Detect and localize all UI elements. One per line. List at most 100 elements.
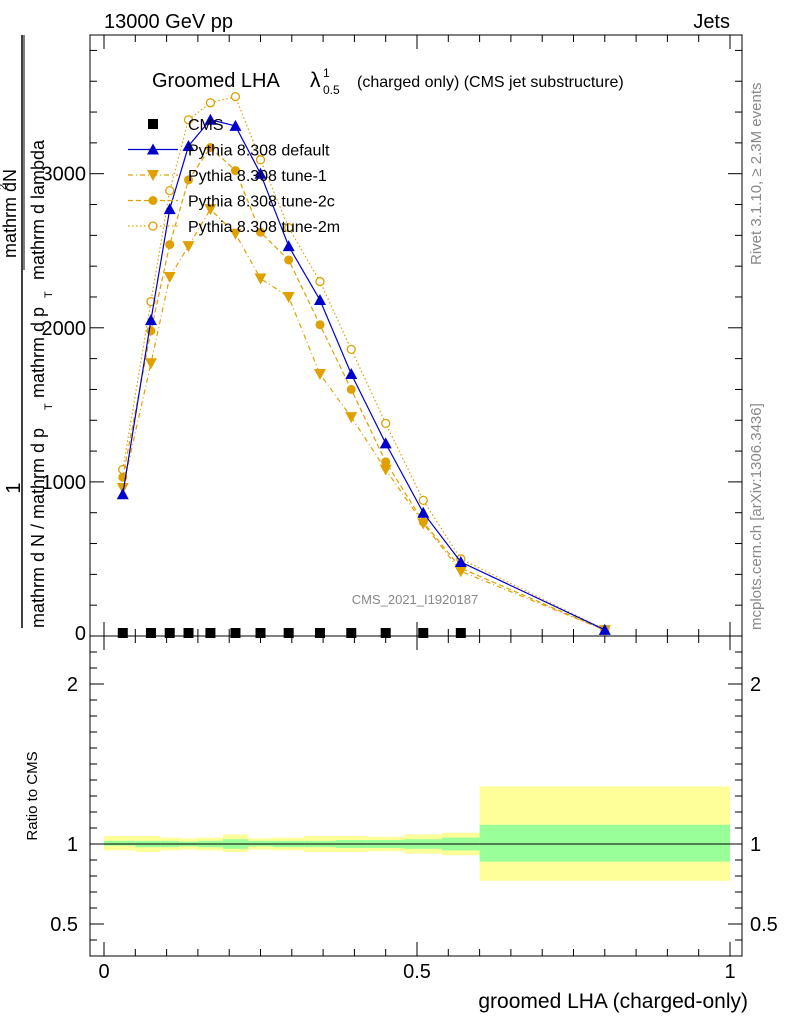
data-point (283, 628, 294, 638)
data-point (146, 296, 156, 307)
data-point (164, 628, 175, 638)
legend-item: Pythia 8.308 tune-2c (128, 194, 335, 211)
legend-item: Pythia 8.308 tune-1 (128, 168, 327, 185)
data-point (144, 314, 157, 326)
ratio-y-tick-label: 0.5 (50, 914, 78, 936)
data-point (116, 488, 129, 500)
ylabel-one: 1 (3, 482, 25, 493)
ratio-y-tick-label-right: 2 (750, 674, 761, 696)
data-point (381, 418, 391, 428)
legend-marker (148, 221, 158, 231)
data-point (314, 628, 325, 638)
mcplots-label: mcplots.cern.ch [arXiv:1306.3436] (748, 403, 765, 630)
data-point (144, 358, 157, 370)
data-point (454, 566, 467, 578)
legend-marker (148, 196, 158, 205)
plot-title: Groomed LHA λ 1 0.5 (charged only) (CMS … (152, 66, 624, 97)
ylabel-den-sub: T (43, 403, 55, 410)
legend-item: Pythia 8.308 tune-2m (128, 219, 340, 236)
series-line (122, 208, 606, 631)
series-pythia-8-308-tune-2c (118, 142, 610, 635)
legend-marker (147, 170, 159, 181)
data-point (282, 291, 295, 303)
data-point (256, 227, 265, 237)
data-point (204, 204, 217, 216)
data-point (418, 628, 429, 638)
title-sub: 0.5 (323, 83, 340, 97)
y-tick-label: 3000 (42, 164, 87, 186)
legend-label: Pythia 8.308 default (188, 143, 330, 160)
ylabel-num-sup: 2 (0, 184, 9, 190)
y-tick-label-zero: 0 (75, 623, 86, 645)
data-point (205, 628, 216, 638)
ratio-bands (104, 786, 730, 881)
title-main: Groomed LHA (152, 70, 280, 92)
data-point (255, 155, 266, 165)
data-point (313, 294, 326, 306)
data-point (417, 518, 430, 530)
data-point (165, 240, 175, 250)
data-point (379, 464, 392, 476)
data-point (204, 113, 217, 125)
data-point (145, 628, 156, 638)
x-tick-label: 1 (724, 961, 735, 983)
legend-marker (147, 143, 159, 155)
data-point (282, 240, 295, 252)
ylabel-lower-rest: mathrm d lambda (28, 139, 48, 280)
legend-label: Pythia 8.308 tune-1 (188, 168, 327, 185)
legend-label: Pythia 8.308 tune-2m (188, 219, 340, 236)
data-point (284, 222, 294, 233)
legend-label: Pythia 8.308 tune-2c (188, 194, 335, 211)
x-tick-label: 0.5 (403, 961, 431, 983)
data-point (345, 412, 358, 424)
data-point (379, 437, 392, 449)
title-sup: 1 (323, 66, 330, 80)
data-point (183, 628, 194, 638)
data-point (418, 495, 428, 506)
ylabel-num: mathrm d (0, 182, 20, 258)
data-point (184, 175, 194, 185)
data-point (183, 115, 194, 125)
header-right: Jets (693, 11, 730, 33)
data-point (230, 91, 241, 102)
data-point (315, 276, 325, 287)
rivet-label: Rivet 3.1.10, ≥ 2.3M events (748, 83, 765, 266)
data-point (205, 98, 216, 108)
data-point (182, 241, 195, 253)
data-point (230, 628, 241, 638)
data-point (346, 628, 357, 638)
series-pythia-8-308-default (116, 113, 611, 635)
main-axis-ticks: 1000 2000 3000 0 0 0.5 1 (42, 35, 742, 983)
legend-marker (148, 119, 158, 129)
series-pythia-8-308-tune-1 (116, 204, 611, 637)
title-suffix: (charged only) (CMS jet substructure) (357, 74, 624, 91)
data-point (346, 384, 356, 394)
x-tick-label: 0 (98, 961, 109, 983)
series-line (122, 146, 606, 631)
ylabel-lower-sub: T (43, 291, 55, 298)
data-point (454, 556, 467, 568)
series-line (122, 95, 606, 631)
data-point (255, 628, 266, 638)
data-point (163, 271, 176, 283)
ratio-y-tick-label: 1 (67, 834, 78, 856)
legend-item: Pythia 8.308 default (128, 143, 330, 160)
data-point (165, 185, 175, 196)
legend-item: CMS (148, 117, 224, 134)
data-point (455, 628, 466, 638)
data-point (254, 273, 267, 285)
data-point (313, 369, 326, 381)
title-lambda: λ (310, 69, 321, 92)
analysis-watermark: CMS_2021_I1920187 (352, 592, 479, 607)
data-point (315, 320, 325, 330)
series-line (122, 119, 606, 631)
legend-label: CMS (188, 117, 224, 134)
data-point (229, 119, 242, 131)
data-point (345, 368, 358, 380)
data-point (598, 623, 611, 635)
ratio-y-tick-label-right: 0.5 (750, 914, 778, 936)
legend: CMS Pythia 8.308 default Pythia 8.308 tune… (128, 117, 340, 236)
data-point (254, 167, 267, 179)
data-point (381, 457, 391, 467)
y-tick-label: 1000 (42, 472, 87, 494)
